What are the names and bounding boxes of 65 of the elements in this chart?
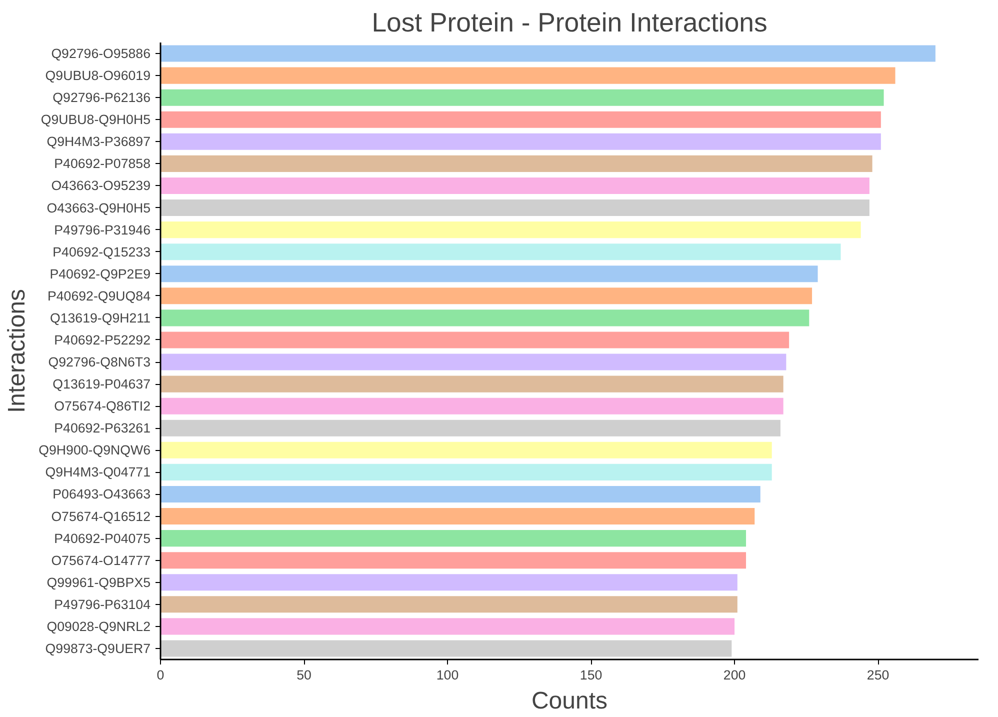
x-tick-label: 0 (156, 668, 164, 682)
bar (160, 552, 746, 569)
y-tick-label: P06493-O43663 (52, 486, 151, 502)
y-tick-label: O75674-O14777 (51, 552, 151, 568)
bar (160, 486, 760, 502)
chart-title: Lost Protein - Protein Interactions (372, 8, 768, 38)
bar (160, 376, 784, 392)
y-tick-label: Q9UBU8-Q9H0H5 (40, 112, 151, 128)
bar (160, 133, 881, 150)
y-tick-label: Q9UBU8-O96019 (45, 68, 151, 84)
y-tick-label: O43663-O95239 (51, 178, 151, 194)
y-tick-label: Q13619-Q9H211 (50, 310, 151, 326)
bar (160, 111, 881, 128)
bar (160, 89, 884, 106)
x-tick-label: 100 (436, 668, 459, 682)
y-tick-label: Q9H4M3-P36897 (46, 134, 151, 150)
y-tick-label: P40692-Q9P2E9 (50, 266, 151, 282)
y-tick-label: P49796-P63104 (54, 596, 152, 612)
bar (160, 177, 870, 194)
y-tick-label: P40692-P52292 (54, 332, 150, 348)
bar (160, 398, 784, 414)
y-tick-label: Q09028-Q9NRL2 (46, 618, 151, 634)
y-tick-label: O75674-Q16512 (51, 508, 151, 524)
x-tick-label: 150 (580, 668, 602, 682)
x-tick-label: 250 (866, 668, 890, 682)
y-tick-label: Q9H4M3-Q04771 (45, 464, 151, 480)
bar (160, 332, 790, 348)
bar (160, 244, 841, 260)
x-tick-label: 200 (723, 668, 746, 682)
bar (160, 310, 810, 326)
bar (160, 508, 755, 525)
y-tick-label: Q99873-Q9UER7 (45, 640, 151, 656)
bar (160, 222, 861, 238)
bar (160, 288, 812, 304)
bar (160, 266, 818, 282)
y-tick-label: Q99961-Q9BPX5 (46, 574, 151, 590)
bar (160, 530, 746, 547)
y-tick-label: Q92796-O95886 (51, 46, 151, 62)
y-tick-label: Q9H900-Q9NQW6 (38, 442, 151, 458)
y-tick-label: P40692-P63261 (54, 420, 150, 436)
y-tick-label: P40692-P04075 (54, 530, 150, 546)
bar (160, 640, 732, 657)
bar (160, 200, 870, 216)
bar (160, 464, 772, 480)
bar (160, 420, 780, 436)
y-axis-title: Interactions (4, 288, 31, 414)
bar (160, 155, 872, 172)
bar (160, 67, 896, 84)
y-tick-label: P40692-Q15233 (52, 244, 151, 260)
bar (160, 354, 786, 370)
bar (160, 45, 936, 62)
y-tick-label: Q13619-P04637 (52, 376, 151, 392)
y-tick-label: Q92796-Q8N6T3 (48, 354, 151, 370)
y-tick-label: O43663-Q9H0H5 (46, 200, 151, 216)
bar (160, 574, 738, 591)
bar (160, 596, 738, 613)
x-tick-label: 50 (296, 668, 312, 682)
y-tick-label: Q92796-P62136 (52, 90, 151, 106)
bar (160, 618, 735, 635)
y-tick-label: P40692-P07858 (54, 156, 150, 172)
y-tick-label: P49796-P31946 (54, 222, 150, 238)
y-tick-label: O75674-Q86TI2 (54, 398, 151, 414)
y-tick-label: P40692-Q9UQ84 (48, 288, 152, 304)
bar (160, 442, 772, 458)
x-axis-title: Counts (531, 688, 608, 714)
